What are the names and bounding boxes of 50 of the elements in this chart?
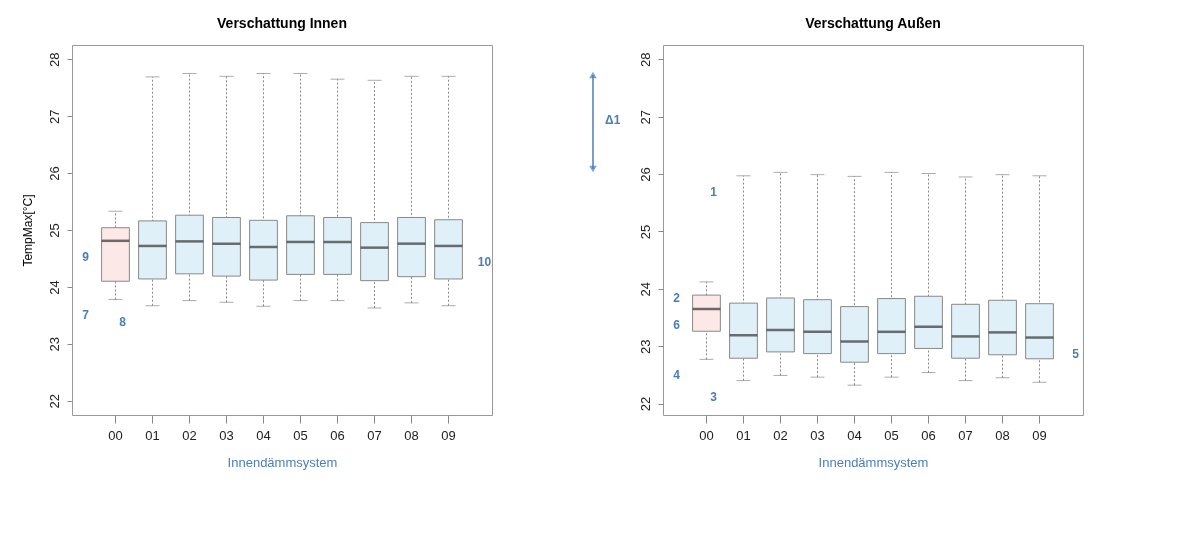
y-tick-label: 26: [46, 166, 62, 181]
x-tick-label: 03: [219, 427, 234, 443]
x-tick-label: 08: [404, 427, 419, 443]
y-tick-label: 24: [46, 280, 62, 295]
x-axis-title: Innendämmsystem: [818, 454, 929, 470]
y-tick-label: 22: [46, 394, 62, 409]
x-tick-label: 01: [736, 427, 751, 443]
x-tick-label: 00: [108, 427, 123, 443]
y-tick-label: 28: [46, 52, 62, 67]
annotation: 10: [477, 254, 492, 269]
x-tick-label: 04: [847, 427, 862, 443]
y-tick-label: 23: [46, 337, 62, 352]
annotation: 9: [82, 249, 90, 264]
y-tick-label: 25: [46, 223, 62, 238]
annotation: 6: [673, 317, 681, 332]
annotation: 5: [1072, 346, 1080, 361]
annotation: 8: [119, 314, 127, 329]
x-tick-label: 02: [182, 427, 197, 443]
y-axis-title: TempMax[°C]: [20, 194, 35, 267]
x-tick-label: 01: [145, 427, 160, 443]
x-tick-label: 02: [773, 427, 788, 443]
annotation: 1: [710, 184, 718, 199]
y-tick-label: 28: [637, 52, 653, 68]
x-tick-label: 06: [330, 427, 345, 443]
text: Δ1: [605, 113, 621, 127]
annotation: 7: [82, 308, 90, 323]
y-tick-label: 25: [637, 224, 653, 240]
x-tick-label: 04: [256, 427, 271, 443]
x-tick-label: 05: [884, 427, 899, 443]
x-axis-title: Innendämmsystem: [227, 454, 338, 470]
y-tick-label: 27: [637, 109, 653, 125]
y-tick-label: 22: [637, 396, 653, 412]
annotation: 4: [673, 368, 681, 383]
y-tick-label: 26: [637, 167, 653, 182]
x-tick-label: 00: [699, 427, 714, 443]
x-tick-label: 05: [293, 427, 308, 443]
annotation: 2: [673, 290, 681, 305]
x-tick-label: 09: [1032, 427, 1047, 443]
y-tick-label: 23: [637, 339, 653, 354]
x-tick-label: 03: [810, 427, 825, 443]
x-tick-label: 09: [441, 427, 456, 443]
x-tick-label: 06: [921, 427, 936, 443]
y-tick-label: 24: [637, 282, 653, 297]
x-tick-label: 08: [995, 427, 1010, 443]
y-tick-label: 27: [46, 109, 62, 124]
x-tick-label: 07: [367, 427, 382, 443]
chart-title: Verschattung Innen: [217, 15, 347, 31]
annotation: 3: [710, 389, 718, 404]
x-tick-label: 07: [958, 427, 973, 443]
chart-title: Verschattung Außen: [805, 15, 941, 31]
